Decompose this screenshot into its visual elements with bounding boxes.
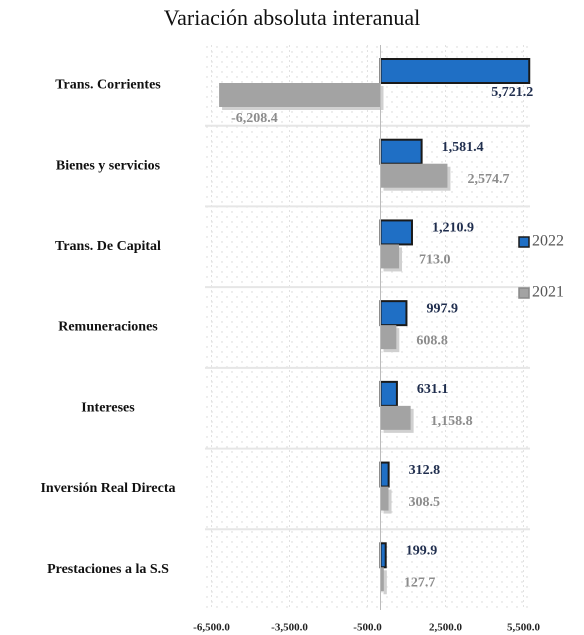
- value-label: 308.5: [409, 495, 441, 510]
- bar: [379, 219, 413, 246]
- value-label: 1,210.9: [432, 221, 474, 236]
- chart-title: Variación absoluta interanual: [164, 5, 421, 30]
- legend-label: 2022: [532, 233, 564, 250]
- category-label: Prestaciones a la S.S: [47, 562, 169, 577]
- category-label: Trans. De Capital: [55, 239, 161, 254]
- bar: [379, 380, 398, 407]
- bar: [380, 405, 411, 430]
- bar: [379, 542, 387, 569]
- category-label: Remuneraciones: [58, 320, 158, 335]
- x-tick-label: 5,500.0: [507, 622, 541, 634]
- value-label: 1,581.4: [442, 140, 484, 155]
- bar: [379, 461, 390, 488]
- bar-shadow: [383, 570, 387, 595]
- x-tick-label: -500.0: [353, 622, 382, 634]
- category-label: Intereses: [81, 400, 135, 415]
- value-label: 5,721.2: [491, 85, 533, 100]
- bar: [380, 325, 397, 350]
- value-label: 2,574.7: [467, 172, 509, 187]
- bar: [380, 567, 384, 592]
- bar: [379, 300, 408, 327]
- value-label: 997.9: [426, 301, 458, 316]
- x-tick-label: -6,500.0: [193, 622, 230, 634]
- bar: [380, 244, 400, 269]
- bar: [379, 138, 423, 165]
- x-tick-label: 2,500.0: [429, 622, 463, 634]
- value-label: 631.1: [417, 382, 449, 397]
- value-label: 312.8: [409, 463, 441, 478]
- bar: [219, 83, 381, 107]
- value-label: 127.7: [404, 576, 436, 591]
- x-tick-label: -3,500.0: [271, 622, 308, 634]
- value-label: 1,158.8: [431, 414, 473, 429]
- value-label: 713.0: [419, 253, 451, 268]
- category-label: Trans. Corrientes: [55, 78, 161, 93]
- value-label: -6,208.4: [231, 111, 278, 126]
- value-label: 199.9: [406, 544, 438, 559]
- legend-marker: [518, 287, 530, 299]
- legend-label: 2021: [532, 284, 564, 301]
- bar: [379, 58, 531, 84]
- bar: [380, 163, 448, 188]
- category-label: Bienes y servicios: [56, 158, 161, 173]
- value-label: 608.8: [416, 333, 448, 348]
- category-label: Inversión Real Directa: [40, 481, 175, 496]
- legend-marker: [518, 236, 530, 248]
- bar: [380, 486, 389, 511]
